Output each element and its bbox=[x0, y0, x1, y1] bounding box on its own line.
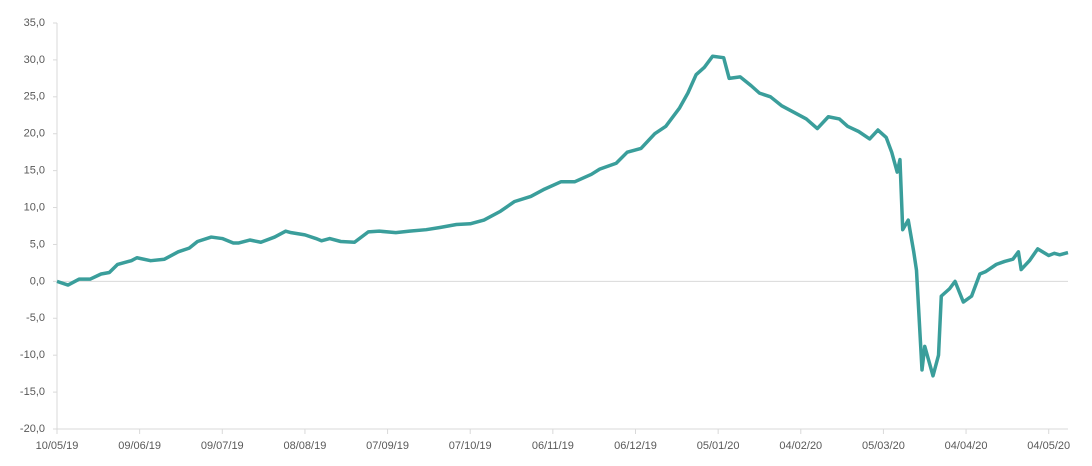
x-tick-label: 08/08/19 bbox=[284, 440, 327, 452]
x-tick-label: 06/12/19 bbox=[614, 440, 657, 452]
y-tick-label: 30,0 bbox=[24, 54, 45, 66]
x-tick-label: 04/04/20 bbox=[945, 440, 988, 452]
x-tick-label: 09/07/19 bbox=[201, 440, 244, 452]
x-tick-label: 05/03/20 bbox=[862, 440, 905, 452]
y-tick-label: -10,0 bbox=[20, 349, 45, 361]
y-tick-label: 25,0 bbox=[24, 91, 45, 103]
x-tick-label: 09/06/19 bbox=[118, 440, 161, 452]
x-tick-label: 07/09/19 bbox=[366, 440, 409, 452]
x-tick-label: 05/01/20 bbox=[697, 440, 740, 452]
x-tick-label: 04/02/20 bbox=[779, 440, 822, 452]
y-tick-label: 0,0 bbox=[30, 275, 45, 287]
x-tick-label: 07/10/19 bbox=[449, 440, 492, 452]
y-tick-label: 5,0 bbox=[30, 238, 45, 250]
x-tick-label: 10/05/19 bbox=[36, 440, 79, 452]
y-tick-label: 20,0 bbox=[24, 128, 45, 140]
data-line bbox=[56, 54, 1069, 378]
y-tick-label: -5,0 bbox=[26, 312, 45, 324]
y-tick-label: 15,0 bbox=[24, 165, 45, 177]
y-tick-label: -20,0 bbox=[20, 423, 45, 435]
y-tick-label: 35,0 bbox=[24, 17, 45, 29]
y-tick-label: -15,0 bbox=[20, 386, 45, 398]
x-tick-label: 06/11/19 bbox=[532, 440, 574, 452]
x-tick-label: 04/05/20 bbox=[1027, 440, 1070, 452]
y-tick-label: 10,0 bbox=[24, 201, 45, 213]
